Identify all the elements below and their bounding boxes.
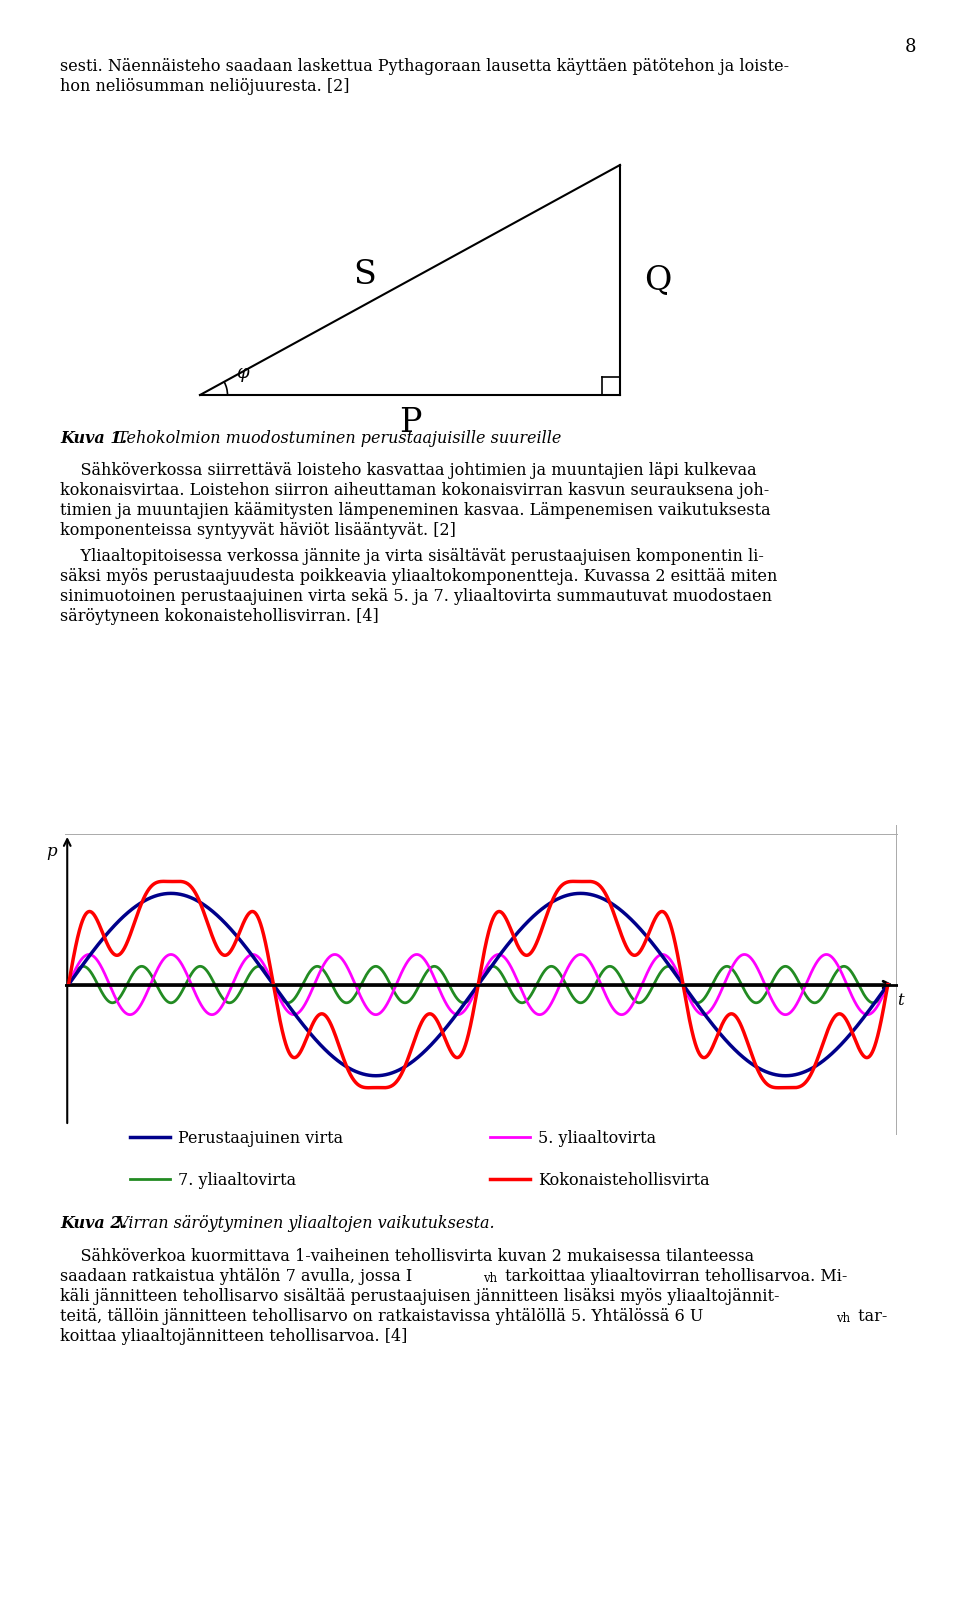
Text: Yliaaltopitoisessa verkossa jännite ja virta sisältävät perustaajuisen komponent: Yliaaltopitoisessa verkossa jännite ja v… bbox=[60, 549, 764, 565]
Text: sesti. Näennäisteho saadaan laskettua Pythagoraan lausetta käyttäen pätötehon ja: sesti. Näennäisteho saadaan laskettua Py… bbox=[60, 58, 789, 75]
Text: Kuva 2.: Kuva 2. bbox=[60, 1216, 127, 1232]
Text: tar-: tar- bbox=[853, 1308, 887, 1324]
Text: Kuva 1.: Kuva 1. bbox=[60, 430, 127, 446]
Text: komponenteissa syntyyvät häviöt lisääntyvät. [2]: komponenteissa syntyyvät häviöt lisäänty… bbox=[60, 523, 456, 539]
Text: käli jännitteen tehollisarvo sisältää perustaajuisen jännitteen lisäksi myös yli: käli jännitteen tehollisarvo sisältää pe… bbox=[60, 1289, 780, 1305]
Text: 5. yliaaltovirta: 5. yliaaltovirta bbox=[538, 1130, 656, 1147]
Text: 8: 8 bbox=[904, 37, 916, 57]
Text: sinimuotoinen perustaajuinen virta sekä 5. ja 7. yliaaltovirta summautuvat muodo: sinimuotoinen perustaajuinen virta sekä … bbox=[60, 588, 772, 605]
Text: koittaa yliaaltojännitteen tehollisarvoa. [4]: koittaa yliaaltojännitteen tehollisarvoa… bbox=[60, 1328, 407, 1345]
Text: P: P bbox=[398, 407, 421, 438]
Text: Sähköverkossa siirrettävä loisteho kasvattaa johtimien ja muuntajien läpi kulkev: Sähköverkossa siirrettävä loisteho kasva… bbox=[60, 463, 756, 479]
Text: kokonaisvirtaa. Loistehon siirron aiheuttaman kokonaisvirran kasvun seurauksena : kokonaisvirtaa. Loistehon siirron aiheut… bbox=[60, 482, 769, 498]
Text: Perustaajuinen virta: Perustaajuinen virta bbox=[178, 1130, 343, 1147]
Text: timien ja muuntajien käämitysten lämpeneminen kasvaa. Lämpenemisen vaikutuksesta: timien ja muuntajien käämitysten lämpene… bbox=[60, 502, 771, 519]
Text: 7. yliaaltovirta: 7. yliaaltovirta bbox=[178, 1172, 296, 1190]
Text: tarkoittaa yliaaltovirran tehollisarvoa. Mi-: tarkoittaa yliaaltovirran tehollisarvoa.… bbox=[500, 1268, 848, 1285]
Text: Q: Q bbox=[644, 265, 672, 295]
Text: vh: vh bbox=[483, 1272, 497, 1285]
Text: φ: φ bbox=[236, 364, 249, 381]
Text: saadaan ratkaistua yhtälön 7 avulla, jossa I: saadaan ratkaistua yhtälön 7 avulla, jos… bbox=[60, 1268, 412, 1285]
Text: S: S bbox=[353, 260, 376, 291]
Text: säröytyneen kokonaistehollisvirran. [4]: säröytyneen kokonaistehollisvirran. [4] bbox=[60, 609, 379, 625]
Text: p: p bbox=[46, 844, 57, 860]
Text: säksi myös perustaajuudesta poikkeavia yliaaltokomponentteja. Kuvassa 2 esittää : säksi myös perustaajuudesta poikkeavia y… bbox=[60, 568, 778, 584]
Text: Sähköverkoa kuormittava 1-vaiheinen tehollisvirta kuvan 2 mukaisessa tilanteessa: Sähköverkoa kuormittava 1-vaiheinen teho… bbox=[60, 1248, 755, 1264]
Text: Virran säröytyminen yliaaltojen vaikutuksesta.: Virran säröytyminen yliaaltojen vaikutuk… bbox=[112, 1216, 494, 1232]
Text: hon neliösumman neliöjuuresta. [2]: hon neliösumman neliöjuuresta. [2] bbox=[60, 78, 349, 96]
Text: Kokonaistehollisvirta: Kokonaistehollisvirta bbox=[538, 1172, 709, 1190]
Text: Tehokolmion muodostuminen perustaajuisille suureille: Tehokolmion muodostuminen perustaajuisil… bbox=[112, 430, 562, 446]
Text: t: t bbox=[897, 992, 903, 1010]
Text: vh: vh bbox=[836, 1311, 851, 1324]
Text: teitä, tällöin jännitteen tehollisarvo on ratkaistavissa yhtälöllä 5. Yhtälössä : teitä, tällöin jännitteen tehollisarvo o… bbox=[60, 1308, 704, 1324]
